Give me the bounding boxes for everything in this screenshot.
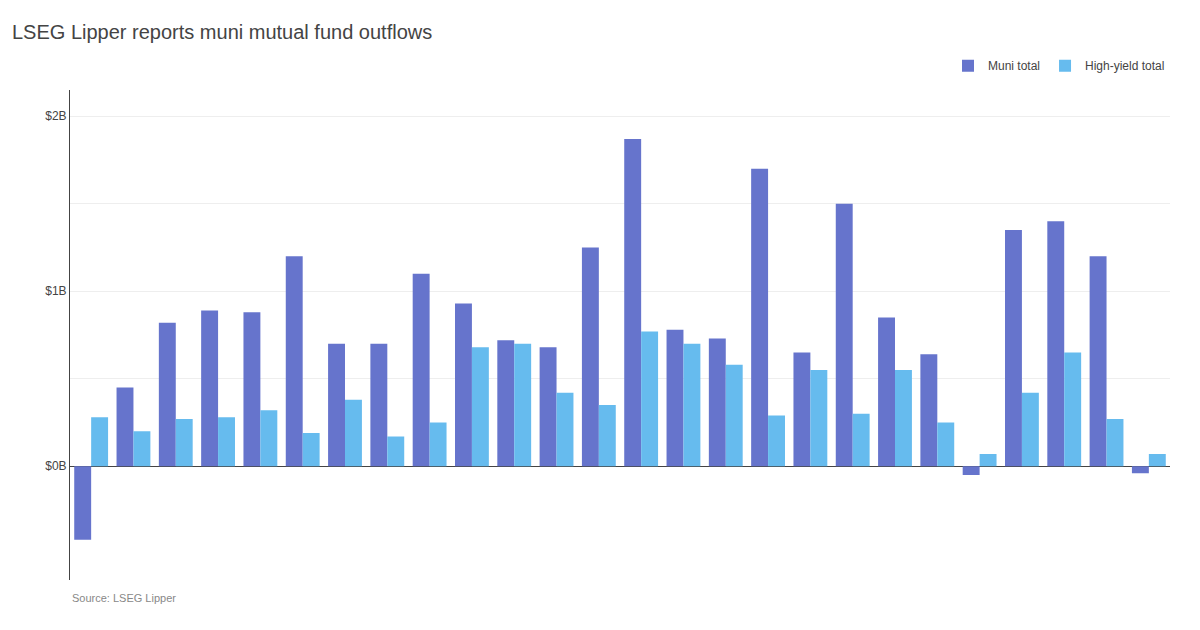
svg-text:High-yield total: High-yield total [1085, 59, 1164, 73]
svg-text:Muni total: Muni total [988, 59, 1040, 73]
svg-text:$1B: $1B [45, 284, 66, 298]
svg-text:LSEG Lipper reports muni mutua: LSEG Lipper reports muni mutual fund out… [12, 21, 432, 43]
svg-text:$2B: $2B [45, 109, 66, 123]
svg-text:$0B: $0B [45, 459, 66, 473]
svg-text:Source: LSEG Lipper: Source: LSEG Lipper [72, 592, 176, 604]
